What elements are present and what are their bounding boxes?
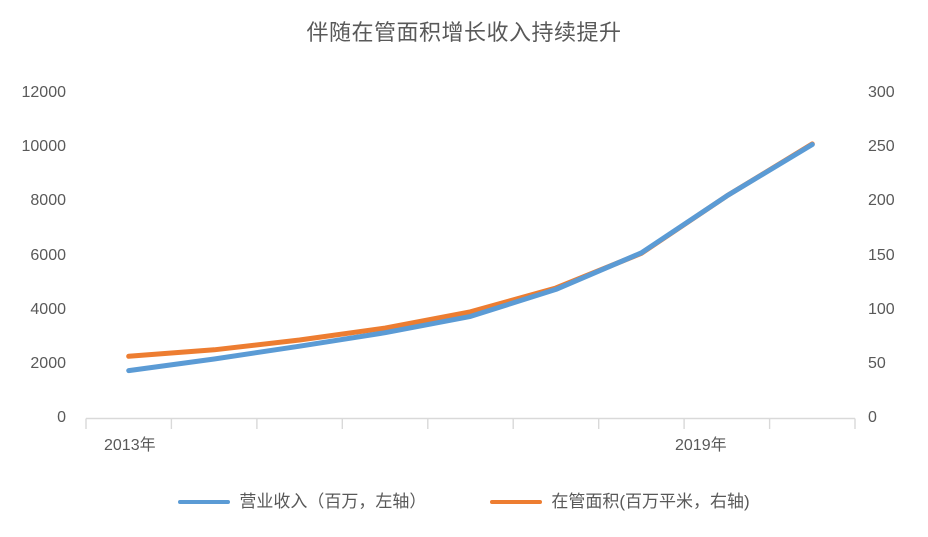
left-axis-tick-10000: 10000 (21, 138, 67, 155)
legend-label-revenue: 营业收入（百万，左轴） (239, 492, 427, 511)
chart-title: 伴随在管面积增长收入持续提升 (306, 20, 622, 45)
left-axis-tick-12000: 12000 (21, 84, 67, 101)
left-axis-tick-8000: 8000 (30, 192, 66, 209)
x-axis-ticks (85, 418, 856, 429)
left-axis-tick-0: 0 (57, 409, 66, 426)
legend-label-managed-area: 在管面积(百万平米，右轴) (551, 492, 750, 511)
right-axis-tick-150: 150 (868, 247, 895, 264)
left-axis-tick-2000: 2000 (30, 355, 66, 372)
right-axis-tick-250: 250 (868, 138, 895, 155)
left-axis-tick-4000: 4000 (30, 301, 66, 318)
series-line-revenue (126, 142, 815, 374)
chart-legend: 营业收入（百万，左轴） 在管面积(百万平米，右轴) (0, 492, 928, 512)
series-line-managed-area (126, 141, 815, 359)
right-axis-tick-0: 0 (868, 409, 877, 426)
legend-swatch-managed-area-icon (490, 500, 543, 504)
right-axis-tick-100: 100 (868, 301, 895, 318)
x-axis-label-2013: 2013年 (104, 437, 156, 454)
legend-swatch-revenue-icon (178, 500, 231, 504)
right-axis-tick-200: 200 (868, 192, 895, 209)
legend-item-revenue[interactable]: 营业收入（百万，左轴） (178, 492, 426, 512)
left-axis-tick-6000: 6000 (30, 247, 66, 264)
right-axis-tick-50: 50 (868, 355, 886, 372)
right-axis-tick-300: 300 (868, 84, 895, 101)
legend-item-managed-area[interactable]: 在管面积(百万平米，右轴) (490, 492, 750, 512)
x-axis-label-2019: 2019年 (675, 437, 727, 454)
